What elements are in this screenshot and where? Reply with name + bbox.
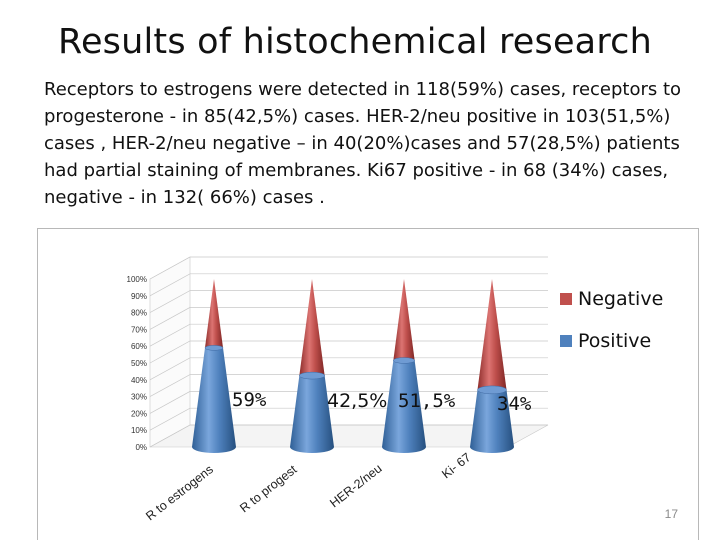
y-tick-label: 60% — [131, 342, 147, 351]
legend-label: Positive — [578, 330, 651, 352]
legend: Negative Positive — [560, 288, 663, 352]
gridline — [149, 391, 548, 414]
cone-segment-top — [477, 385, 507, 395]
cones-layer — [192, 279, 514, 453]
gridline — [149, 307, 548, 330]
x-axis: R to estrogens R to progest HER-2/neu Ki- 6… — [143, 450, 473, 523]
y-tick-label: 90% — [131, 292, 147, 301]
gridline — [149, 290, 548, 313]
data-label: 59% — [232, 389, 267, 411]
gridline — [149, 256, 548, 280]
y-tick-label: 50% — [131, 359, 147, 368]
results-paragraph: Receptors to estrogens were detected in … — [44, 79, 682, 208]
legend-label: Negative — [578, 288, 663, 310]
gridline — [149, 273, 548, 297]
cone-segment-positive — [192, 347, 236, 453]
cone-segment-positive — [470, 389, 514, 453]
cone-segment-positive — [382, 360, 426, 453]
cone-segment-negative — [477, 279, 507, 394]
y-tick-label: 10% — [131, 426, 147, 435]
data-label: 34% — [497, 393, 532, 415]
category-label: R to estrogens — [143, 462, 216, 523]
cone-segment-negative — [393, 279, 415, 364]
y-tick-label: 0% — [135, 443, 147, 452]
legend-swatch — [560, 335, 572, 347]
category-label: HER-2/neu — [327, 461, 384, 510]
cone-segment-top — [204, 345, 224, 351]
chart-frame: 0% 10% 20% 30% 40% 50% 60% 70% 80% 90% 100% 59% 42,… — [37, 228, 699, 540]
y-tick-label: 20% — [131, 409, 147, 418]
gridline — [149, 357, 548, 381]
cone-segment-top — [393, 357, 415, 364]
gridline — [149, 340, 548, 364]
category-label: R to progest — [237, 462, 300, 515]
data-labels: 59% 42,5% 51,5% 34% — [232, 389, 532, 415]
y-tick-label: 100% — [127, 275, 147, 284]
gridline — [149, 374, 548, 397]
legend-swatch — [560, 293, 572, 305]
cone-segment-positive — [290, 375, 334, 453]
cone-segment-negative — [204, 279, 224, 351]
grid-layer — [149, 256, 549, 448]
y-tick-label: 70% — [131, 325, 147, 334]
slide-title: Results of histochemical research — [58, 22, 652, 62]
gridline — [149, 407, 548, 431]
gridline — [149, 323, 548, 347]
y-tick-label: 30% — [131, 393, 147, 402]
y-axis: 0% 10% 20% 30% 40% 50% 60% 70% 80% 90% 100% — [127, 275, 147, 452]
slide-number: 17 — [664, 507, 678, 521]
y-tick-label: 80% — [131, 309, 147, 318]
y-tick-label: 40% — [131, 376, 147, 385]
cone-segment-negative — [299, 279, 325, 380]
data-label: 42,5% — [327, 390, 387, 412]
category-label: Ki- 67 — [439, 450, 473, 481]
gridline — [149, 424, 548, 448]
cone-chart: 0% 10% 20% 30% 40% 50% 60% 70% 80% 90% 100% 59% 42,… — [127, 256, 663, 523]
cone-segment-top — [299, 371, 325, 380]
data-label: 51,5% — [398, 390, 456, 412]
